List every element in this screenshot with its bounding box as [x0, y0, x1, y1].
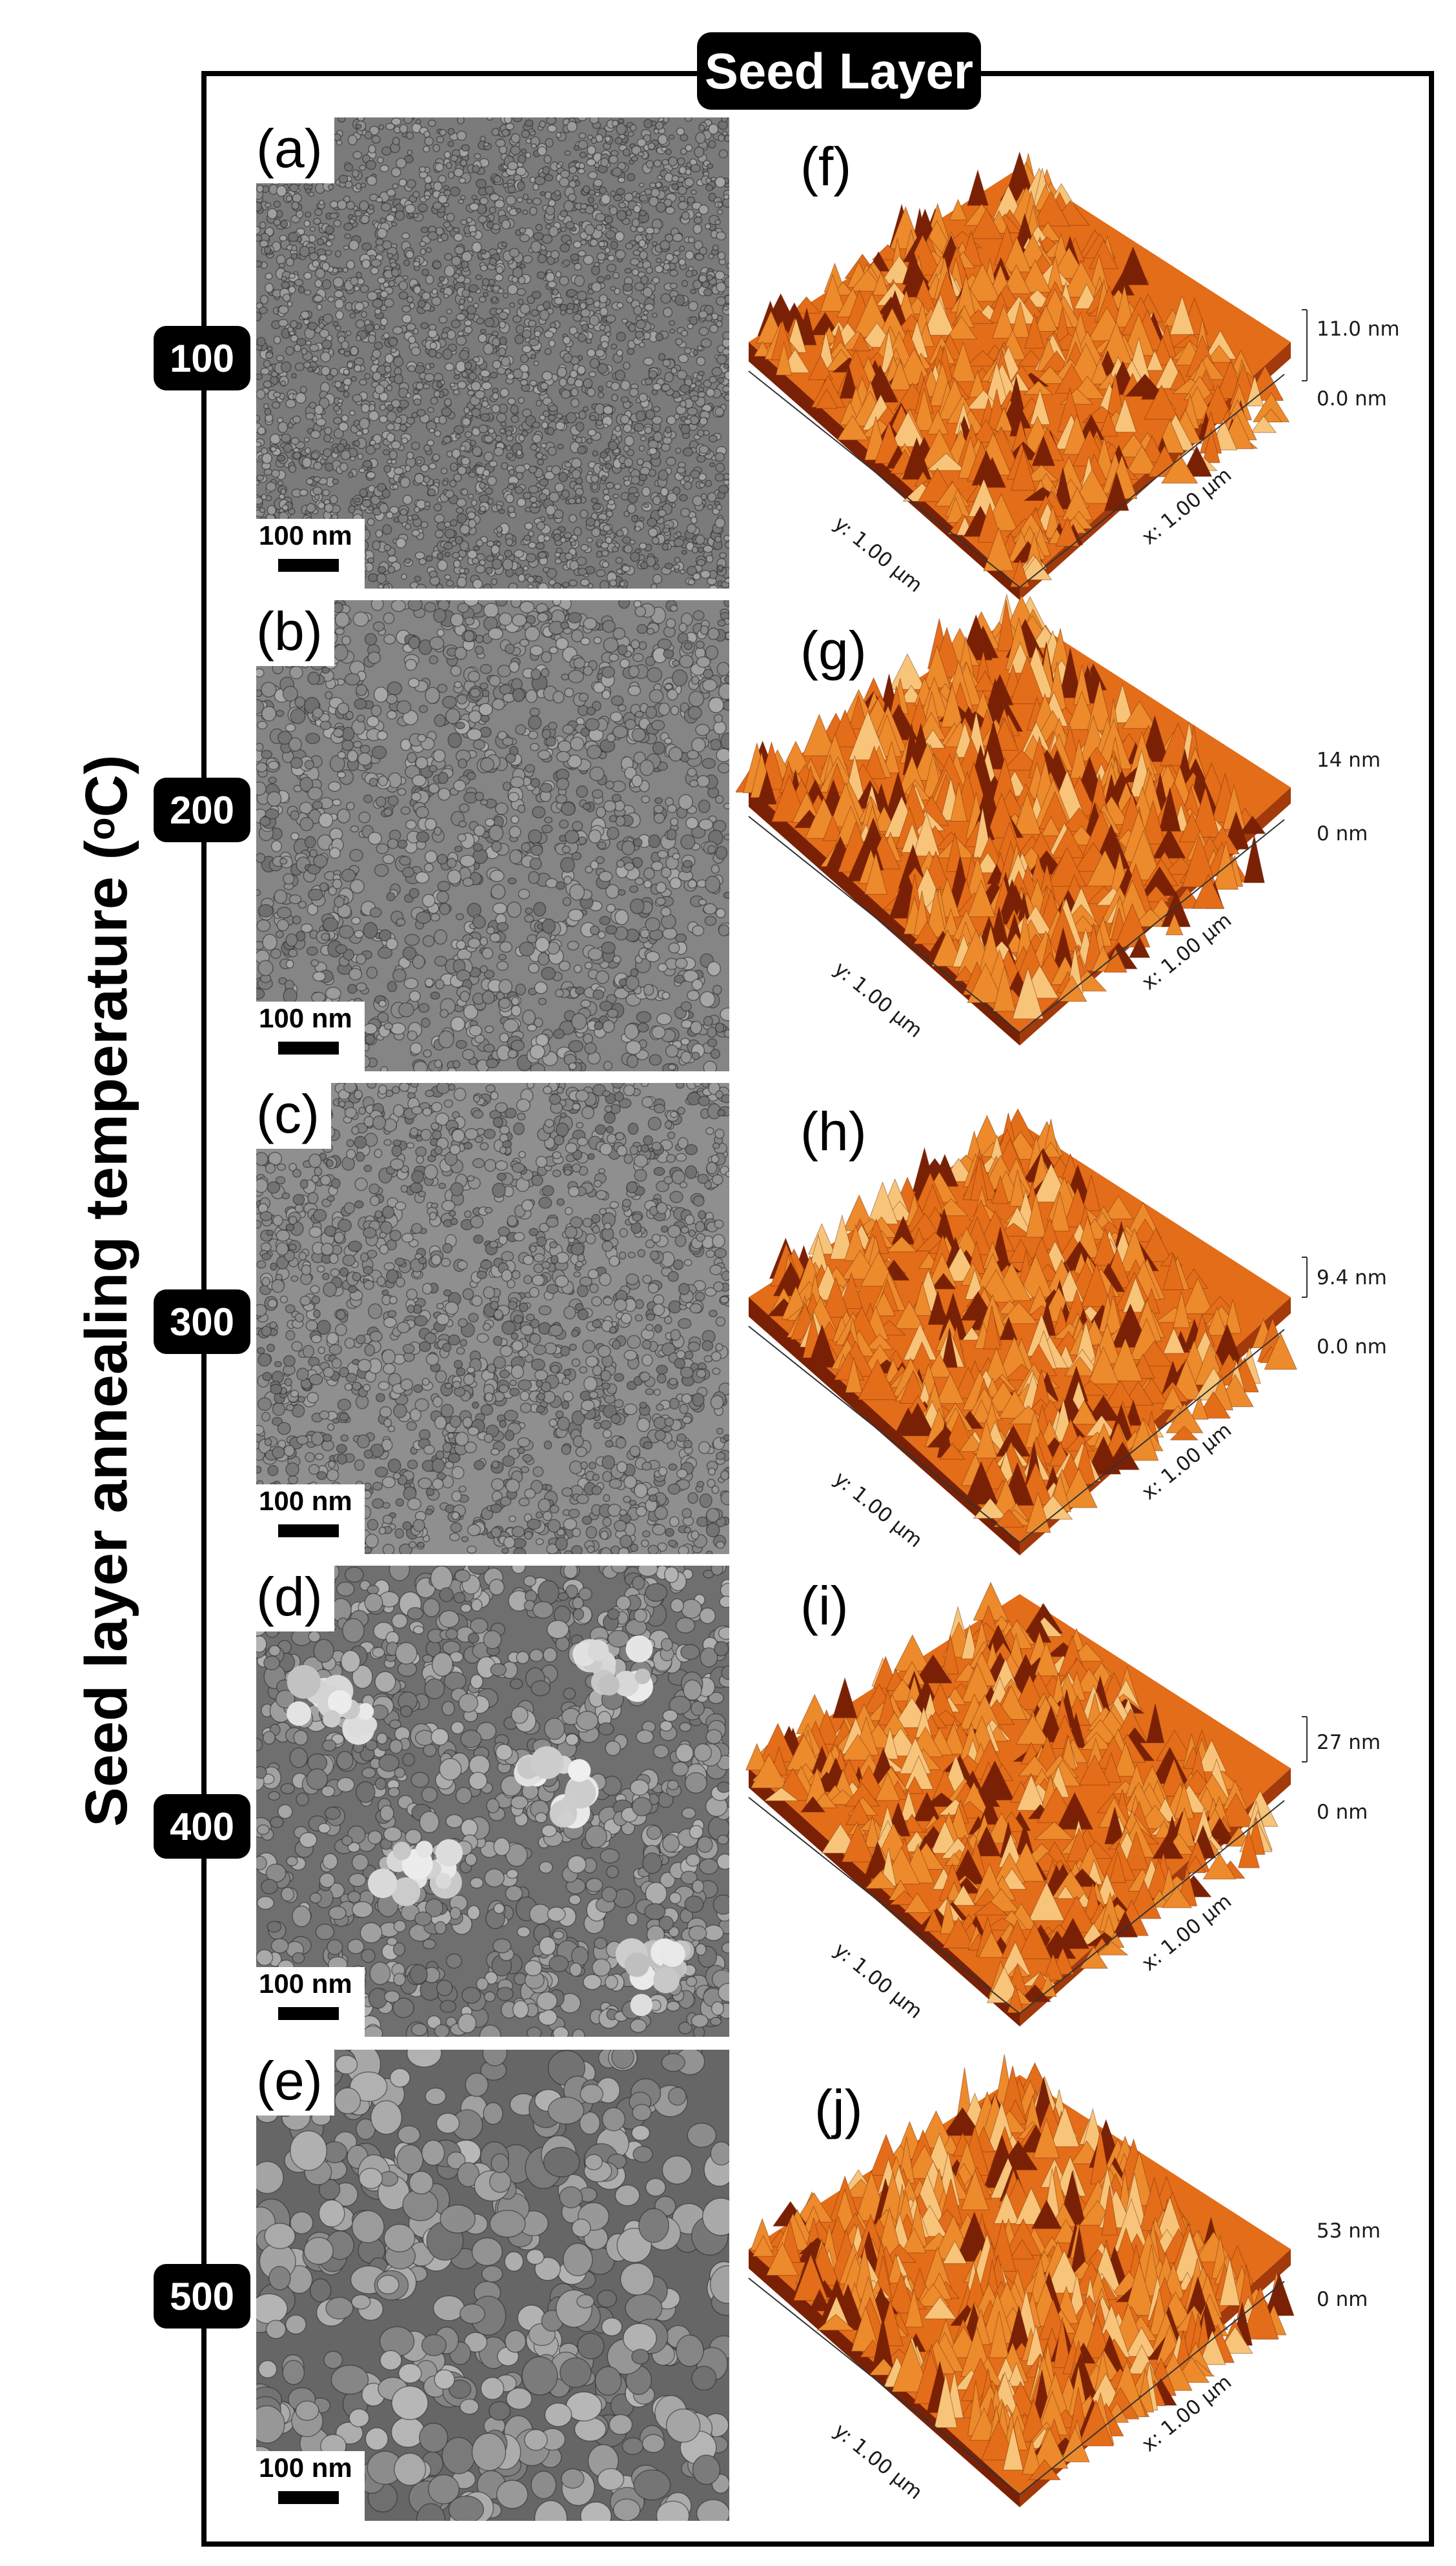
- scale-bar-box: 100 nm: [256, 1002, 365, 1071]
- y-axis-line: [748, 816, 1020, 1033]
- scale-bar-box: 100 nm: [256, 1484, 365, 1554]
- z-max-label: 9.4 nm: [1317, 1266, 1387, 1289]
- x-axis-line: [1019, 374, 1285, 588]
- afm-plot: 27 nm 0 nm y: 1.00 µm x: 1.00 µm: [745, 1581, 1380, 2026]
- temperature-badge-500: 500: [154, 2264, 250, 2329]
- afm-image-f: 11.0 nm 0.0 nm y: 1.00 µm x: 1.00 µm: [736, 142, 1420, 639]
- sem-texture: [256, 600, 729, 1071]
- scale-bar-label: 100 nm: [259, 2452, 352, 2483]
- y-axis-title-degree: o: [80, 817, 123, 840]
- afm-panel-label-i: (i): [800, 1575, 849, 1636]
- temperature-badge-100: 100: [154, 326, 250, 390]
- scale-bar-label: 100 nm: [259, 1003, 352, 1033]
- temperature-badge-300: 300: [154, 1289, 250, 1354]
- z-max-label: 27 nm: [1317, 1731, 1380, 1754]
- y-axis-label: y: 1.00 µm: [829, 957, 927, 1042]
- y-axis-label: y: 1.00 µm: [829, 1938, 927, 2023]
- scale-bar-box: 100 nm: [256, 519, 365, 589]
- x-axis-line: [1019, 1800, 1285, 2014]
- sem-panel-label: (a): [256, 117, 334, 183]
- sem-panel-label: (d): [256, 1566, 334, 1632]
- scale-bar-label: 100 nm: [259, 1486, 352, 1516]
- sem-texture: [256, 1566, 729, 2037]
- sem-texture: [256, 117, 729, 589]
- afm-surface: [736, 593, 1291, 1046]
- afm-panel-label-g: (g): [800, 620, 867, 681]
- afm-surface: [749, 151, 1291, 600]
- afm-plot: 11.0 nm 0.0 nm y: 1.00 µm x: 1.00 µm: [748, 151, 1400, 600]
- afm-image-g: 14 nm 0 nm y: 1.00 µm x: 1.00 µm: [736, 587, 1420, 1084]
- z-min-label: 0.0 nm: [1317, 1335, 1387, 1359]
- afm-plot: 9.4 nm 0.0 nm y: 1.00 µm x: 1.00 µm: [748, 1108, 1387, 1555]
- afm-plot: 14 nm 0 nm y: 1.00 µm x: 1.00 µm: [736, 593, 1380, 1046]
- x-axis-line: [1019, 819, 1285, 1033]
- y-axis-line: [748, 370, 1020, 588]
- afm-panel-label-f: (f): [800, 136, 852, 197]
- sem-image-d: (d) 100 nm: [256, 1566, 729, 2037]
- sem-image-b: (b) 100 nm: [256, 600, 729, 1071]
- y-axis-line: [748, 2278, 1020, 2495]
- y-axis-label: y: 1.00 µm: [829, 512, 927, 597]
- sem-image-e: (e) 100 nm: [256, 2050, 729, 2521]
- afm-image-j: 53 nm 0 nm y: 1.00 µm x: 1.00 µm: [736, 2049, 1420, 2546]
- sem-texture: [256, 1083, 729, 1554]
- sem-image-c: (c) 100 nm: [256, 1083, 729, 1554]
- temperature-badge-400: 400: [154, 1794, 250, 1859]
- scale-bar: [278, 2007, 339, 2020]
- y-axis-title: Seed layer annealing temperature (o C): [68, 710, 145, 1872]
- z-max-label: 14 nm: [1317, 749, 1380, 772]
- scale-bar: [278, 559, 339, 572]
- y-axis-line: [748, 1326, 1020, 1543]
- sem-panel-label: (b): [256, 600, 334, 666]
- z-max-label: 11.0 nm: [1317, 318, 1400, 341]
- z-min-label: 0 nm: [1317, 2288, 1368, 2311]
- afm-panel-label-h: (h): [800, 1101, 867, 1162]
- y-axis-title-text: Seed layer annealing temperature (: [73, 840, 139, 1827]
- z-min-label: 0.0 nm: [1317, 387, 1387, 410]
- afm-surface: [745, 1581, 1291, 2026]
- y-axis-title-unit: C): [73, 754, 139, 818]
- x-axis-line: [1019, 1329, 1285, 1543]
- z-min-label: 0 nm: [1317, 1801, 1368, 1824]
- sem-panel-label: (c): [256, 1083, 331, 1149]
- afm-surface: [749, 1108, 1297, 1555]
- scale-bar: [278, 1042, 339, 1055]
- temperature-badge-200: 200: [154, 778, 250, 842]
- y-axis-line: [748, 1797, 1020, 2014]
- afm-image-i: 27 nm 0 nm y: 1.00 µm x: 1.00 µm: [736, 1568, 1420, 2065]
- frame-title: Seed Layer: [697, 32, 981, 110]
- afm-plot: 53 nm 0 nm y: 1.00 µm x: 1.00 µm: [748, 2054, 1380, 2507]
- z-max-label: 53 nm: [1317, 2219, 1380, 2243]
- z-min-label: 0 nm: [1317, 822, 1368, 845]
- y-axis-label: y: 1.00 µm: [829, 1467, 927, 1552]
- scale-bar: [278, 1524, 339, 1537]
- scale-bar: [278, 2491, 339, 2504]
- sem-texture: [256, 2050, 729, 2521]
- sem-panel-label: (e): [256, 2050, 334, 2116]
- afm-panel-label-j: (j): [814, 2079, 863, 2139]
- scale-bar-label: 100 nm: [259, 520, 352, 551]
- x-axis-line: [1019, 2281, 1285, 2495]
- sem-image-a: (a) 100 nm: [256, 117, 729, 589]
- scale-bar-box: 100 nm: [256, 2451, 365, 2521]
- scale-bar-label: 100 nm: [259, 1968, 352, 1999]
- afm-image-h: 9.4 nm 0.0 nm y: 1.00 µm x: 1.00 µm: [736, 1097, 1420, 1594]
- afm-surface: [749, 2054, 1295, 2507]
- y-axis-label: y: 1.00 µm: [829, 2419, 927, 2504]
- scale-bar-box: 100 nm: [256, 1967, 365, 2037]
